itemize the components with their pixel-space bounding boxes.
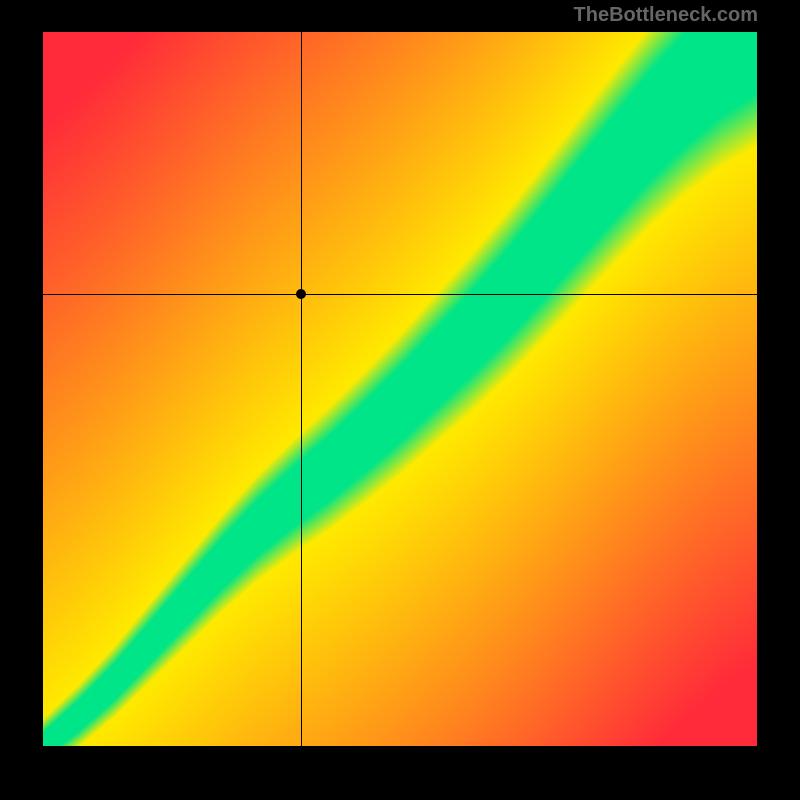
crosshair-horizontal bbox=[43, 294, 757, 295]
crosshair-vertical bbox=[301, 32, 302, 746]
bottleneck-heatmap bbox=[43, 32, 757, 746]
data-point bbox=[296, 289, 306, 299]
heatmap-canvas bbox=[43, 32, 757, 746]
root-container: TheBottleneck.com bbox=[0, 0, 800, 800]
watermark-text: TheBottleneck.com bbox=[574, 4, 758, 27]
